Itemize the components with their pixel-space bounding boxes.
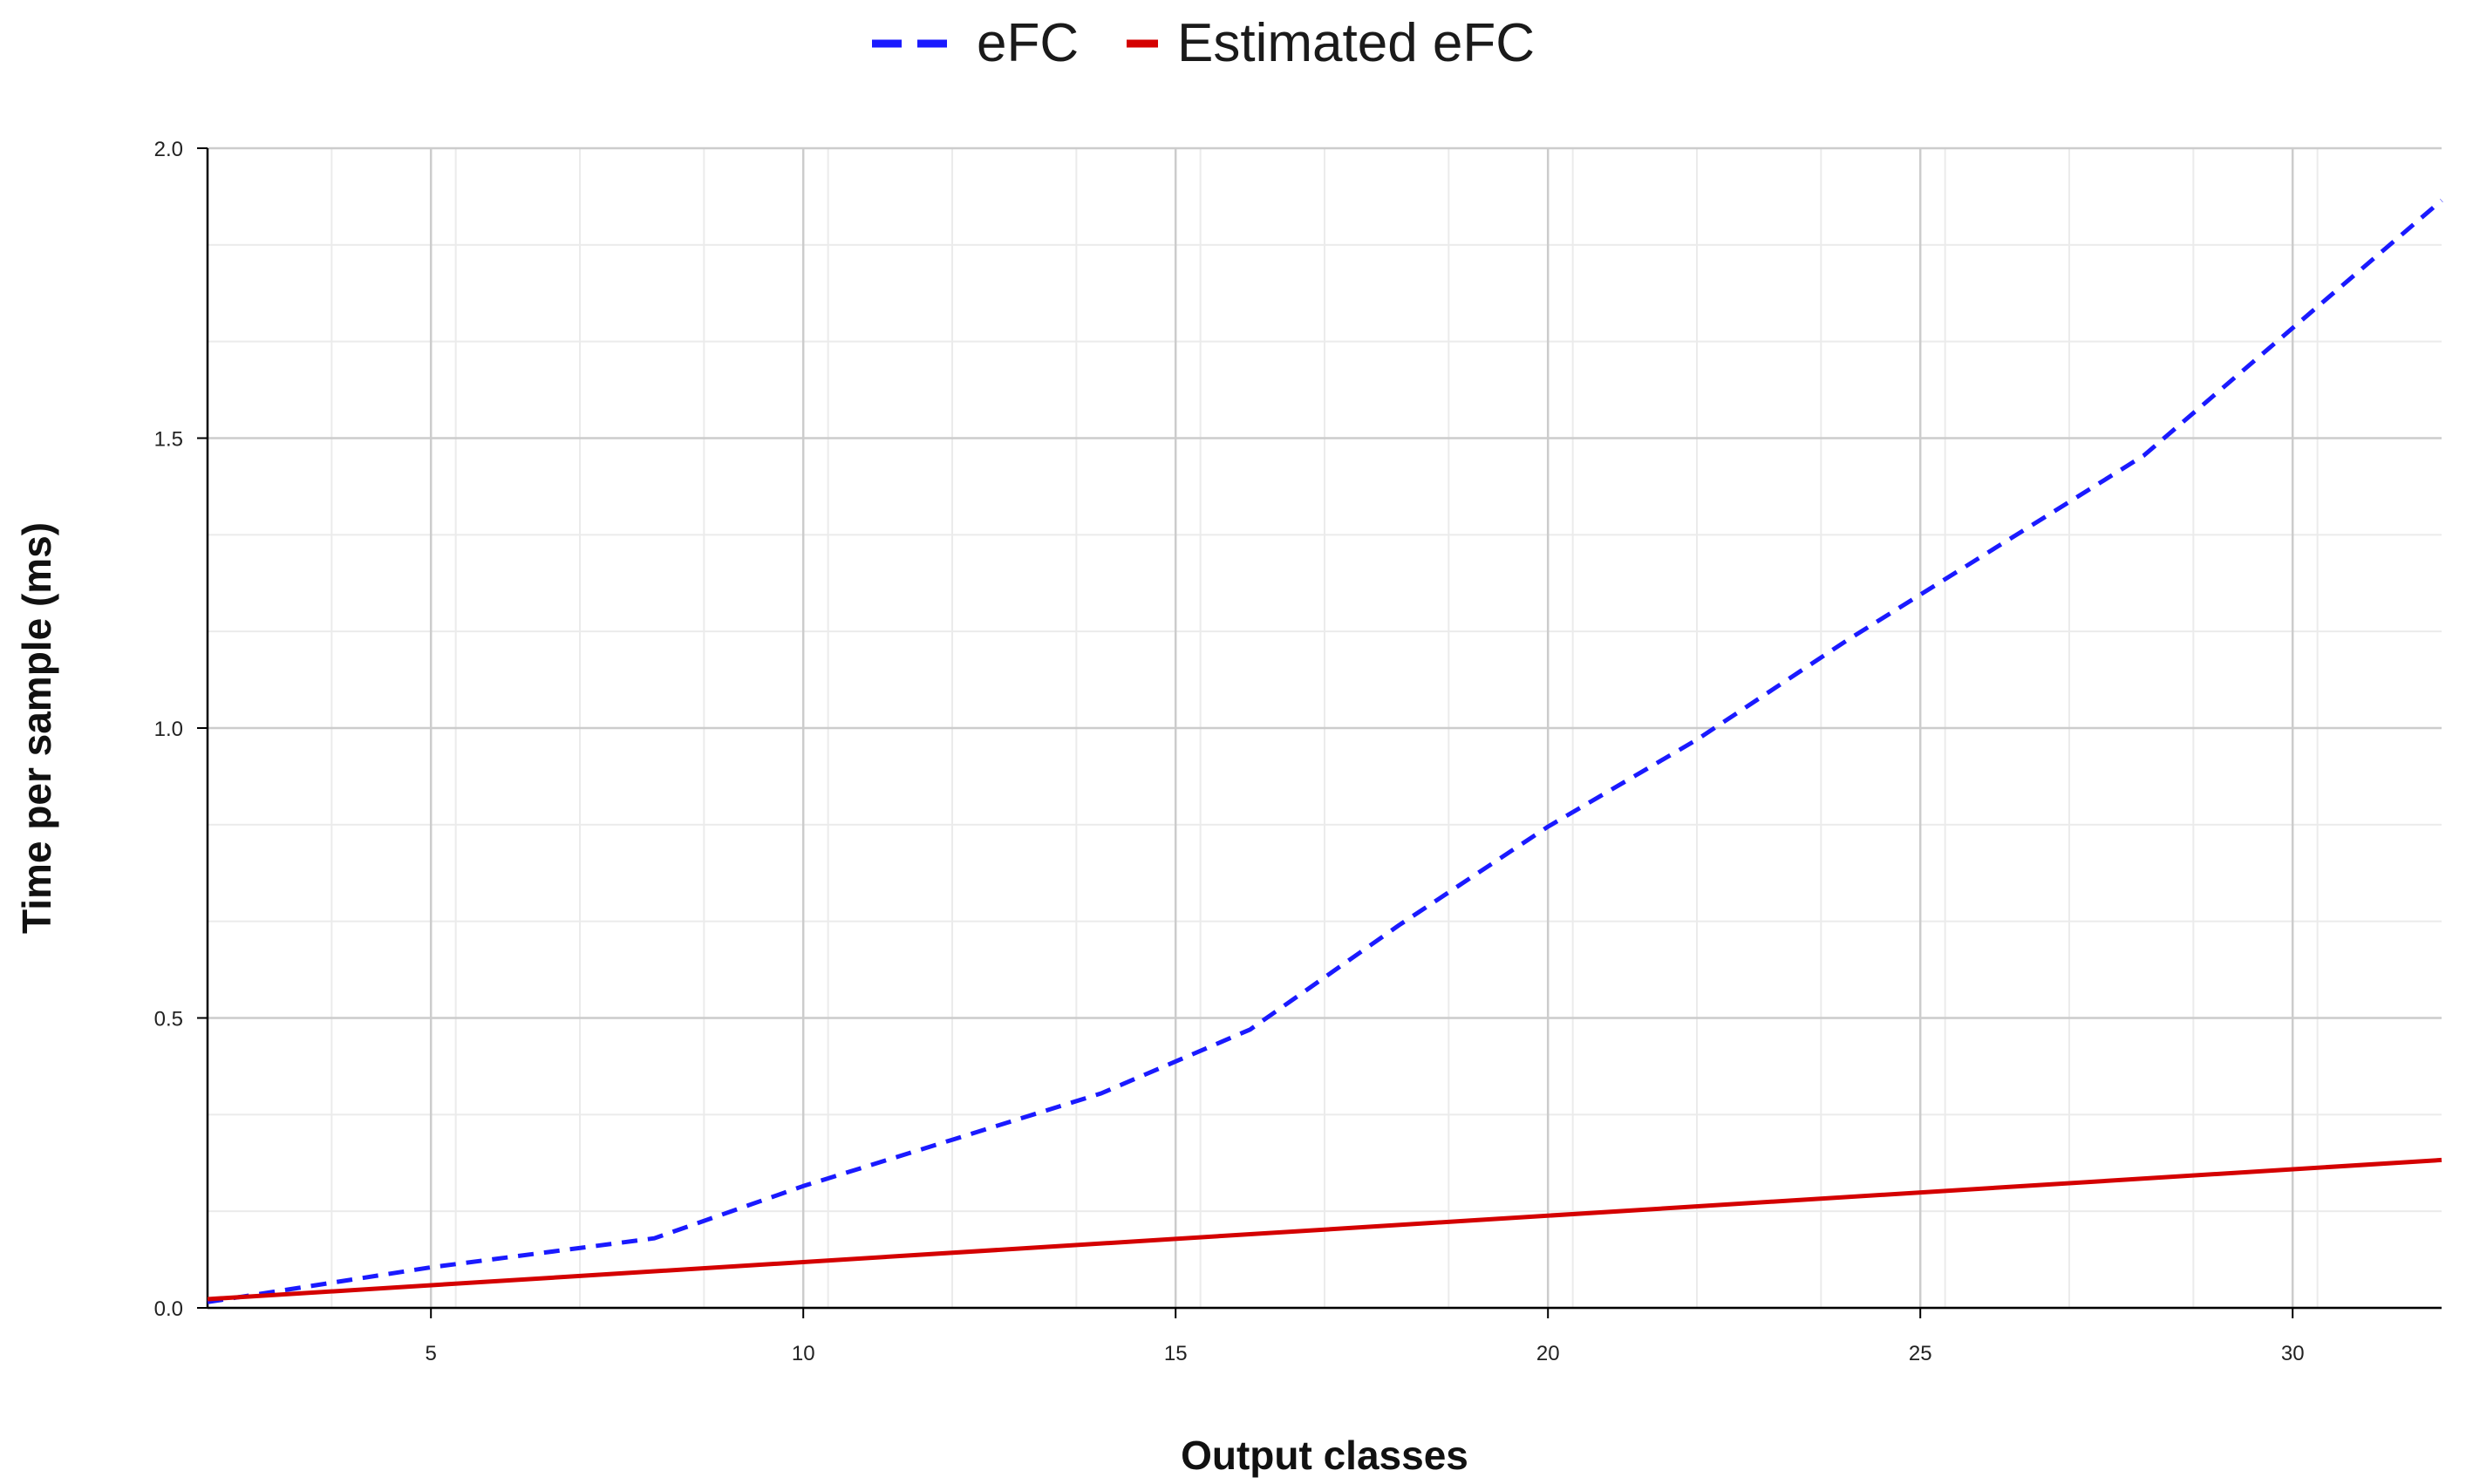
x-axis-title: Output classes bbox=[1181, 1433, 1468, 1478]
x-tick-label: 10 bbox=[792, 1342, 815, 1365]
y-tick-label: 0.5 bbox=[154, 1008, 183, 1031]
series-line-estimated-efc bbox=[207, 1157, 2442, 1302]
y-tick-label: 0.0 bbox=[154, 1297, 183, 1321]
tick-labels: 5 10 15 20 25 30 0.0 0.5 1.0 1.5 2.0 bbox=[154, 138, 2305, 1365]
y-tick-label: 1.0 bbox=[154, 718, 183, 741]
x-tick-label: 20 bbox=[1536, 1342, 1560, 1365]
x-tick-label: 15 bbox=[1164, 1342, 1188, 1365]
x-tick-label: 25 bbox=[1909, 1342, 1932, 1365]
y-axis-title: Time per sample (ms) bbox=[14, 522, 59, 934]
x-tick-label: 30 bbox=[2281, 1342, 2305, 1365]
y-tick-label: 1.5 bbox=[154, 428, 183, 452]
legend-label-estimated-efc: Estimated eFC bbox=[1177, 13, 1535, 73]
series-line-efc bbox=[207, 199, 2443, 1304]
x-tick-label: 5 bbox=[426, 1342, 437, 1365]
legend-label-efc: eFC bbox=[977, 13, 1079, 73]
y-tick-label: 2.0 bbox=[154, 138, 183, 161]
legend: eFC Estimated eFC bbox=[872, 13, 1535, 73]
series-layer bbox=[207, 199, 2443, 1304]
